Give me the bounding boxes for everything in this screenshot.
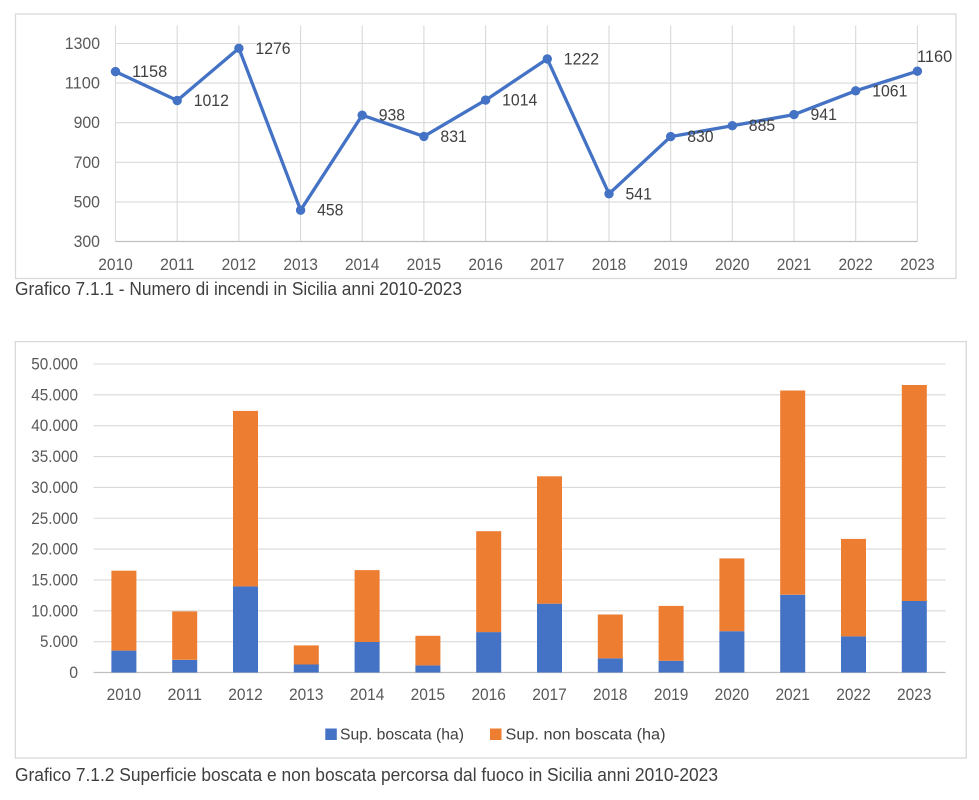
svg-text:2012: 2012 <box>222 255 257 274</box>
svg-text:2023: 2023 <box>897 685 932 704</box>
svg-text:2010: 2010 <box>98 255 133 274</box>
svg-text:1158: 1158 <box>132 62 167 81</box>
svg-text:2013: 2013 <box>283 255 318 274</box>
svg-text:2019: 2019 <box>653 255 688 274</box>
svg-text:25.000: 25.000 <box>31 509 78 528</box>
svg-text:35.000: 35.000 <box>31 447 78 466</box>
svg-text:1012: 1012 <box>194 91 229 110</box>
svg-text:458: 458 <box>317 201 343 220</box>
svg-text:700: 700 <box>74 153 100 172</box>
svg-text:2014: 2014 <box>350 685 385 704</box>
svg-text:50.000: 50.000 <box>31 355 78 374</box>
svg-text:830: 830 <box>687 127 713 146</box>
svg-text:Grafico 7.1.1 - Numero di ince: Grafico 7.1.1 - Numero di incendi in Sic… <box>15 279 462 299</box>
svg-text:15.000: 15.000 <box>31 571 78 590</box>
svg-text:10.000: 10.000 <box>31 601 78 620</box>
svg-text:938: 938 <box>379 106 405 125</box>
svg-text:941: 941 <box>811 105 837 124</box>
svg-text:2016: 2016 <box>468 255 503 274</box>
svg-text:2021: 2021 <box>775 685 810 704</box>
svg-text:2020: 2020 <box>715 255 750 274</box>
svg-text:2020: 2020 <box>715 685 750 704</box>
svg-text:Grafico 7.1.2 Superficie bosca: Grafico 7.1.2 Superficie boscata e non b… <box>15 765 718 785</box>
svg-text:900: 900 <box>74 113 100 132</box>
svg-text:2011: 2011 <box>160 255 195 274</box>
svg-text:Sup. boscata (ha): Sup. boscata (ha) <box>340 727 464 744</box>
svg-text:2018: 2018 <box>593 685 628 704</box>
svg-text:5.000: 5.000 <box>40 632 78 651</box>
svg-text:2018: 2018 <box>592 255 627 274</box>
svg-text:2014: 2014 <box>345 255 380 274</box>
svg-text:1276: 1276 <box>255 39 290 58</box>
svg-text:300: 300 <box>74 232 100 251</box>
svg-text:1222: 1222 <box>564 49 599 68</box>
svg-text:2013: 2013 <box>289 685 324 704</box>
svg-text:2010: 2010 <box>107 685 142 704</box>
svg-text:1100: 1100 <box>65 74 100 93</box>
svg-text:2023: 2023 <box>900 255 935 274</box>
svg-text:2022: 2022 <box>836 685 871 704</box>
svg-text:2015: 2015 <box>407 255 442 274</box>
svg-text:Sup. non boscata (ha): Sup. non boscata (ha) <box>506 727 666 744</box>
svg-text:2016: 2016 <box>471 685 506 704</box>
svg-text:0: 0 <box>69 663 78 682</box>
svg-text:1061: 1061 <box>872 81 907 100</box>
svg-text:831: 831 <box>440 127 466 146</box>
svg-text:2017: 2017 <box>532 685 567 704</box>
svg-text:2021: 2021 <box>777 255 812 274</box>
svg-text:541: 541 <box>626 184 652 203</box>
svg-text:1300: 1300 <box>65 34 100 53</box>
svg-text:40.000: 40.000 <box>31 416 78 435</box>
svg-text:2015: 2015 <box>411 685 446 704</box>
svg-text:885: 885 <box>749 116 775 135</box>
svg-text:45.000: 45.000 <box>31 385 78 404</box>
svg-text:500: 500 <box>74 192 100 211</box>
svg-text:30.000: 30.000 <box>31 478 78 497</box>
svg-text:2017: 2017 <box>530 255 565 274</box>
svg-text:20.000: 20.000 <box>31 540 78 559</box>
svg-text:2012: 2012 <box>228 685 263 704</box>
svg-text:1160: 1160 <box>917 47 952 66</box>
svg-text:2022: 2022 <box>838 255 873 274</box>
svg-text:2019: 2019 <box>654 685 689 704</box>
svg-text:2011: 2011 <box>167 685 202 704</box>
svg-text:1014: 1014 <box>502 91 537 110</box>
